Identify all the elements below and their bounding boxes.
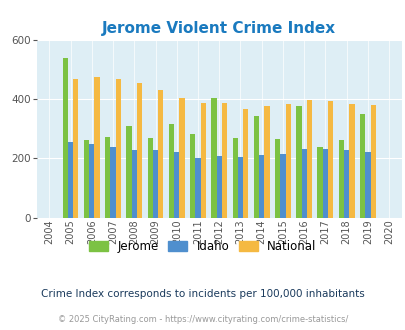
Bar <box>83 140 89 218</box>
Bar <box>279 154 285 218</box>
Bar <box>73 79 78 218</box>
Bar <box>317 148 322 218</box>
Title: Jerome Violent Crime Index: Jerome Violent Crime Index <box>102 21 335 36</box>
Bar <box>216 156 222 218</box>
Bar <box>359 114 364 218</box>
Bar <box>253 116 258 218</box>
Bar <box>322 149 327 218</box>
Bar <box>264 106 269 218</box>
Bar <box>338 140 343 218</box>
Bar <box>296 106 301 218</box>
Bar <box>94 77 100 218</box>
Bar <box>62 58 68 218</box>
Bar <box>232 138 237 218</box>
Bar <box>285 104 290 218</box>
Bar <box>327 101 333 218</box>
Bar <box>370 105 375 218</box>
Bar <box>211 98 216 218</box>
Bar <box>343 150 348 218</box>
Bar <box>131 150 136 218</box>
Bar <box>190 134 195 218</box>
Bar <box>306 100 311 218</box>
Bar <box>68 142 73 218</box>
Bar <box>152 150 158 218</box>
Text: Crime Index corresponds to incidents per 100,000 inhabitants: Crime Index corresponds to incidents per… <box>41 289 364 299</box>
Bar <box>105 137 110 218</box>
Bar <box>158 90 163 218</box>
Bar <box>195 158 200 218</box>
Bar <box>174 152 179 218</box>
Bar <box>301 148 306 218</box>
Bar <box>179 98 184 218</box>
Bar <box>237 157 243 218</box>
Text: © 2025 CityRating.com - https://www.cityrating.com/crime-statistics/: © 2025 CityRating.com - https://www.city… <box>58 315 347 324</box>
Bar <box>222 103 227 218</box>
Bar <box>168 124 174 218</box>
Bar <box>274 139 279 218</box>
Bar <box>115 79 121 218</box>
Bar <box>110 147 115 218</box>
Bar <box>126 126 131 218</box>
Legend: Jerome, Idaho, National: Jerome, Idaho, National <box>84 236 321 258</box>
Bar <box>89 145 94 218</box>
Bar <box>147 138 152 218</box>
Bar <box>364 151 370 218</box>
Bar <box>348 104 354 218</box>
Bar <box>200 103 205 218</box>
Bar <box>136 83 142 218</box>
Bar <box>243 109 248 218</box>
Bar <box>258 155 264 218</box>
